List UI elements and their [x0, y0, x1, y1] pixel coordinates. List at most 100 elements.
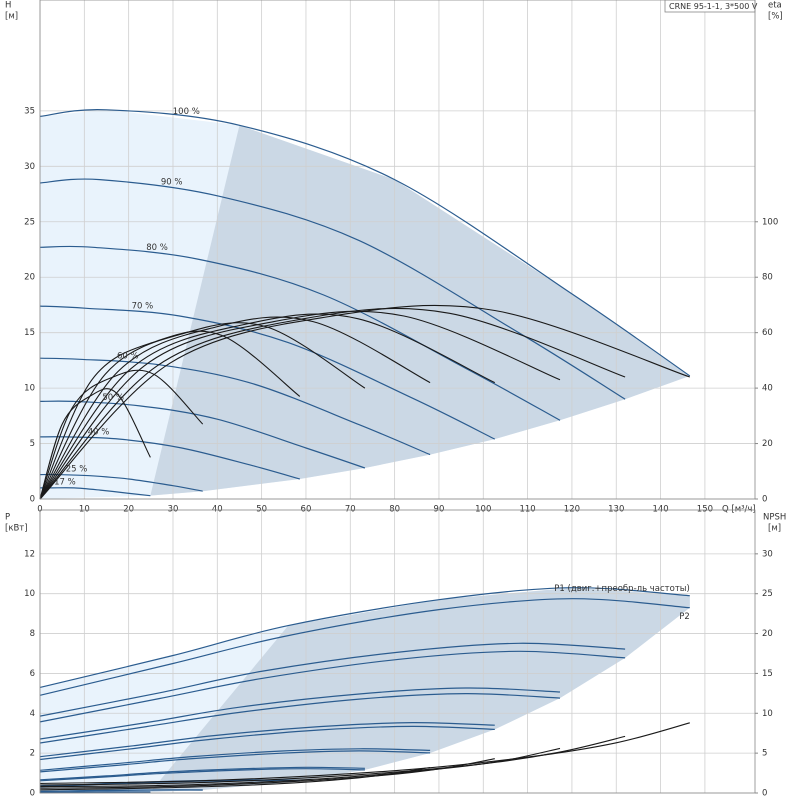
curve [39, 791, 151, 794]
y-tick-label: 10 [24, 589, 35, 599]
x-tick-label: 20 [123, 505, 134, 515]
y-axis-unit: [кВт] [5, 524, 28, 534]
curve [39, 587, 690, 688]
y-tick-label: 6 [30, 669, 35, 679]
secondary-curve [39, 735, 626, 786]
y-tick-label: 25 [24, 217, 35, 227]
secondary-curve [39, 766, 431, 791]
curve-label: 17 % [54, 477, 76, 487]
y-tick-label: 20 [24, 273, 35, 283]
curve [39, 750, 431, 773]
curve-label: 40 % [88, 428, 110, 438]
curve [39, 748, 431, 771]
curve-label: 25 % [66, 465, 88, 475]
x-tick-label: 100 [475, 505, 491, 515]
x-tick-label: 110 [519, 505, 535, 515]
labels: H [м] eta [%] Q [м³/ч] CRNE 95-1-1, 3*50… [5, 0, 786, 799]
x-tick-label: 60 [301, 505, 312, 515]
y-tick-label: 35 [24, 106, 35, 116]
y-axis-unit: [м] [5, 12, 18, 22]
curve [39, 400, 366, 469]
curve [39, 692, 561, 744]
curve [39, 178, 626, 400]
curve [39, 789, 203, 792]
y2-tick-label: 40 [762, 384, 773, 394]
y-tick-label: 10 [24, 384, 35, 394]
curve-label: P1 (двиг.+преобр-ль частоты) [554, 584, 690, 594]
secondary-curve [39, 722, 690, 784]
x-tick-label: 70 [345, 505, 356, 515]
y-tick-label: 15 [24, 328, 35, 338]
y2-tick-label: 25 [762, 589, 773, 599]
curves [39, 108, 691, 794]
x-axis-label: Q [м³/ч] [722, 505, 756, 515]
x-tick-label: 140 [652, 505, 668, 515]
y-tick-label: 5 [30, 439, 35, 449]
y-tick-label: 8 [30, 629, 35, 639]
y-axis-label: P [5, 513, 10, 523]
x-tick-label: 0 [37, 505, 42, 515]
curve-label: 80 % [146, 243, 168, 253]
secondary-curve [39, 310, 561, 500]
x-tick-label: 50 [256, 505, 267, 515]
curve [39, 650, 626, 723]
secondary-curve [39, 313, 496, 500]
curve [39, 642, 626, 717]
secondary-curve [39, 330, 301, 500]
curve [39, 687, 561, 740]
curve [39, 305, 496, 440]
chart-title: CRNE 95-1-1, 3*500 V [669, 2, 758, 11]
y-tick-label: 30 [24, 162, 35, 172]
curve-label: 90 % [161, 177, 183, 187]
curve [39, 766, 365, 781]
y-tick-label: 0 [30, 789, 35, 799]
secondary-curve [39, 758, 495, 789]
curve-label: 60 % [117, 352, 139, 362]
y2-tick-label: 0 [762, 789, 767, 799]
y2-tick-label: 100 [762, 217, 778, 227]
y2-tick-label: 80 [762, 273, 773, 283]
y2-axis-unit: [м] [768, 524, 781, 534]
y2-axis-label: NPSH [763, 513, 786, 523]
y-axis-label: H [5, 1, 11, 11]
y2-axis-unit: [%] [768, 12, 783, 22]
curve [39, 357, 431, 456]
curve [39, 245, 561, 421]
secondary-curve [39, 304, 690, 500]
x-tick-label: 30 [168, 505, 179, 515]
y-tick-label: 12 [24, 549, 35, 559]
curve [39, 598, 690, 696]
curve-label: 50 % [102, 393, 124, 403]
y2-tick-label: 10 [762, 709, 773, 719]
y-tick-label: 4 [30, 709, 35, 719]
secondary-curve [39, 316, 431, 500]
y-tick-label: 2 [30, 749, 35, 759]
curve [39, 721, 495, 758]
y2-tick-label: 30 [762, 549, 773, 559]
y2-tick-label: 15 [762, 669, 773, 679]
x-tick-label: 130 [608, 505, 624, 515]
x-tick-label: 120 [564, 505, 580, 515]
y2-tick-label: 60 [762, 328, 773, 338]
x-tick-label: 10 [79, 505, 90, 515]
secondary-curve [39, 369, 204, 500]
y2-axis-label: eta [768, 1, 782, 11]
x-tick-label: 80 [389, 505, 400, 515]
y-tick-label: 0 [30, 495, 35, 505]
plot-frame [39, 0, 756, 500]
secondary-curve [39, 747, 561, 788]
y2-tick-label: 20 [762, 629, 773, 639]
operating-area [150, 125, 690, 496]
y2-tick-label: 20 [762, 439, 773, 449]
x-tick-label: 150 [697, 505, 713, 515]
curve-label: P2 [679, 612, 690, 622]
x-tick-label: 40 [212, 505, 223, 515]
curve [39, 108, 691, 377]
x-tick-label: 90 [434, 505, 445, 515]
plot-frame [39, 509, 756, 794]
curve [39, 725, 495, 761]
curve-label: 100 % [173, 107, 200, 117]
curve-label: 70 % [132, 302, 154, 312]
secondary-curve [39, 307, 626, 500]
